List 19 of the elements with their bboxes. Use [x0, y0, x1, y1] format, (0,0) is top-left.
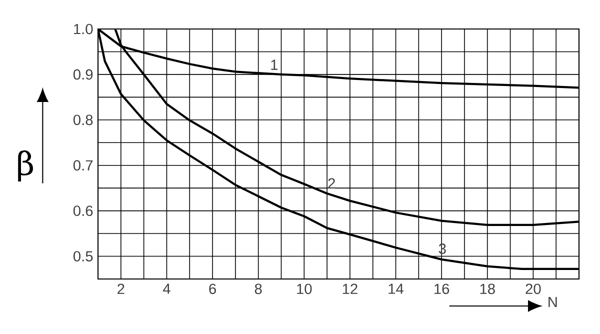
series-label: 1: [271, 60, 278, 70]
x-tick-label: 8: [254, 284, 262, 294]
x-axis-title: N: [548, 296, 557, 308]
x-tick-label: 20: [526, 284, 541, 294]
y-tick-label: 0.8: [73, 114, 93, 126]
y-tick-label: 0.6: [73, 206, 93, 216]
y-axis-title: β: [18, 150, 33, 182]
x-tick-label: 6: [209, 284, 216, 294]
x-tick-label: 10: [297, 284, 312, 294]
x-tick-label: 4: [162, 284, 170, 294]
x-tick-label: 14: [388, 284, 404, 294]
y-tick-label: 0.9: [73, 69, 93, 80]
y-tick-label: 0.7: [73, 160, 93, 171]
x-tick-label: 18: [480, 284, 495, 294]
x-tick-label: 2: [118, 284, 124, 294]
y-tick-label: 0.5: [73, 251, 93, 262]
x-tick-label: 16: [434, 284, 450, 294]
x-tick-label: 12: [342, 284, 358, 294]
y-tick-label: 1.0: [74, 24, 93, 34]
